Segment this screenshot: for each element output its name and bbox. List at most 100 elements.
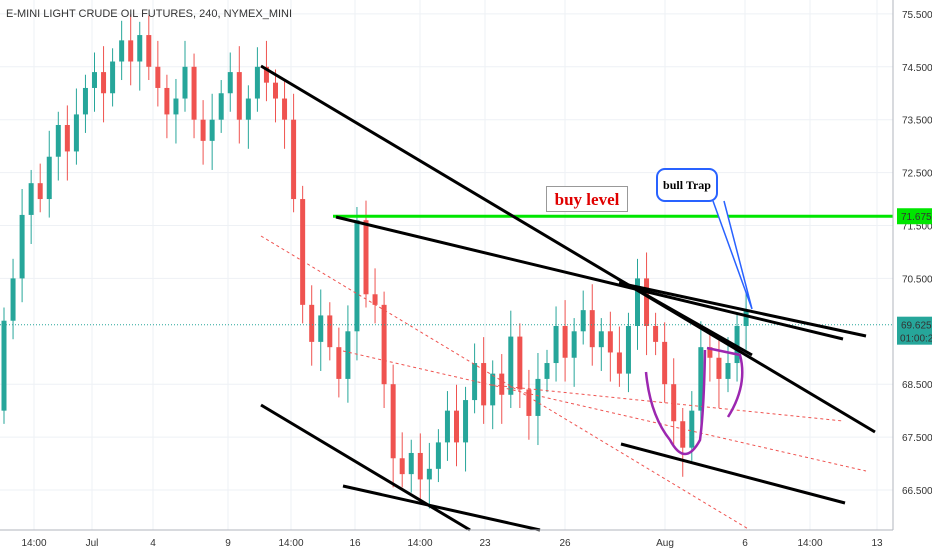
- x-tick-label: 23: [479, 538, 491, 549]
- dashed-channel-line: [260, 235, 751, 531]
- y-tick-label: 73.500: [902, 116, 932, 127]
- candle-body: [408, 452, 414, 475]
- candle-body: [535, 378, 541, 416]
- dashed-channel-line: [491, 384, 844, 422]
- candle-body: [598, 331, 604, 348]
- candle-body: [236, 72, 242, 120]
- candle-body: [671, 384, 677, 422]
- x-tick-label: Jul: [86, 538, 99, 549]
- candle-body: [490, 373, 496, 406]
- trend-line: [618, 281, 867, 338]
- candle-body: [417, 452, 423, 480]
- candle-body: [607, 331, 613, 353]
- purple-curve: [644, 349, 707, 456]
- candle-body: [381, 304, 387, 385]
- candle-body: [155, 66, 161, 88]
- candle-body: [372, 294, 378, 305]
- candle-body: [435, 442, 441, 469]
- candle-body: [526, 389, 532, 416]
- candle-body: [254, 66, 260, 99]
- candle-body: [218, 93, 224, 120]
- candle-body: [64, 124, 70, 152]
- candle-body: [698, 347, 704, 411]
- candle-body: [46, 156, 52, 200]
- candle-body: [173, 98, 179, 115]
- candle-body: [390, 384, 396, 459]
- candle-body: [571, 331, 577, 358]
- candle-body: [263, 66, 269, 83]
- candle-body: [644, 278, 650, 327]
- x-tick-label: Aug: [656, 538, 674, 549]
- candle-body: [707, 347, 713, 358]
- candle-body: [625, 326, 631, 374]
- y-tick-label: 72.500: [902, 169, 932, 180]
- candle-body: [689, 410, 695, 448]
- candle-body: [454, 410, 459, 443]
- candle-body: [463, 400, 469, 443]
- candle-body: [110, 61, 116, 94]
- candle-body: [426, 468, 432, 480]
- candle-body: [508, 336, 514, 395]
- candle-body: [82, 87, 88, 115]
- candle-body: [10, 278, 16, 321]
- x-tick-label: 16: [349, 538, 361, 549]
- chart-title: E-MINI LIGHT CRUDE OIL FUTURES, 240, NYM…: [6, 8, 293, 20]
- y-tick-label: 68.500: [902, 380, 932, 391]
- candle-body: [282, 98, 288, 120]
- x-tick-label: 6: [742, 538, 748, 549]
- candle-body: [544, 363, 550, 379]
- candle-body: [318, 315, 324, 342]
- candle-body: [19, 214, 25, 279]
- candle-body: [92, 72, 97, 88]
- candle-body: [354, 220, 360, 332]
- candle-body: [499, 373, 505, 395]
- candle-body: [291, 119, 297, 200]
- candle-body: [517, 336, 523, 390]
- candle-body: [128, 40, 134, 62]
- bull-trap-callout: bull Trap: [656, 168, 718, 202]
- candle-body: [589, 310, 595, 348]
- x-tick-label: 26: [559, 538, 571, 549]
- candle-body: [227, 72, 233, 94]
- candle-body: [662, 341, 668, 385]
- candle-body: [725, 363, 731, 379]
- x-tick-label: 14:00: [21, 538, 46, 549]
- buy-level-tag: [897, 208, 932, 225]
- candle-body: [716, 357, 722, 379]
- candle-body: [1, 320, 7, 411]
- purple-curve-right: [706, 346, 744, 418]
- y-tick-label: 75.500: [902, 10, 932, 21]
- candle-body: [137, 35, 143, 62]
- candle-body: [37, 183, 43, 200]
- trend-line: [260, 403, 471, 532]
- candle-body: [363, 220, 369, 295]
- candle-body: [481, 363, 487, 406]
- y-tick-label: 74.500: [902, 63, 932, 74]
- grid: [0, 0, 893, 530]
- trend-line: [620, 442, 846, 505]
- drawings: [0, 64, 893, 532]
- current-price-tag: [897, 316, 932, 345]
- x-tick-label: 14:00: [278, 538, 303, 549]
- x-tick-label: 14:00: [407, 538, 432, 549]
- x-tick-label: 14:00: [797, 538, 822, 549]
- candle-body: [146, 35, 152, 67]
- buy-level-label: buy level: [546, 186, 628, 212]
- candle-body: [562, 326, 568, 358]
- candle-body: [553, 326, 559, 364]
- candle-body: [580, 310, 586, 332]
- candle-body: [399, 458, 405, 475]
- buy-level-tag-label: 71.675: [901, 212, 932, 223]
- candle-body: [245, 98, 251, 120]
- current-price-tag-label: 69.625: [901, 321, 932, 332]
- candle-body: [635, 278, 640, 327]
- trend-line: [260, 64, 876, 434]
- candle-body: [444, 410, 450, 443]
- candle-body: [336, 347, 342, 379]
- candles: [1, 14, 749, 509]
- candle-body: [680, 421, 686, 448]
- candle-body: [472, 363, 478, 401]
- candle-body: [616, 352, 622, 374]
- y-tick-label: 67.500: [902, 433, 932, 444]
- candle-body: [327, 315, 333, 348]
